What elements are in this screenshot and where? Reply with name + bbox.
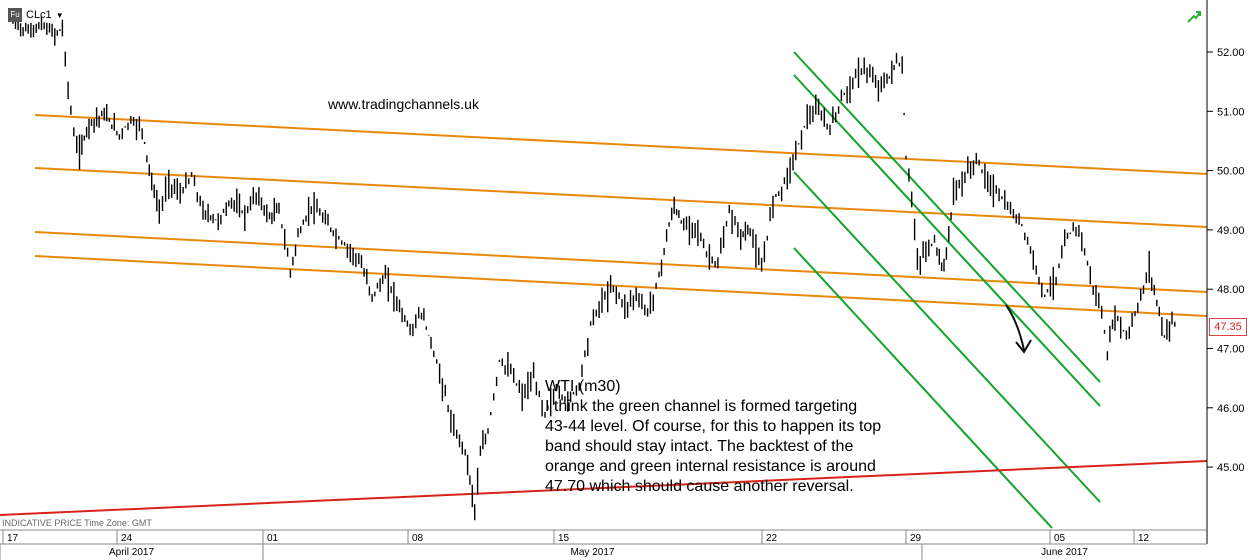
x-tick-label: 15 [558,533,570,544]
green-channel-line [793,247,1053,529]
x-tick-label: 12 [1138,533,1150,544]
note-line: 43-44 level. Of course, for this to happ… [545,418,882,435]
month-label: June 2017 [1041,547,1088,558]
note-line: WTI (m30) [545,378,621,395]
y-tick-label: 47.00 [1217,344,1245,356]
x-tick-label: 08 [412,533,424,544]
analysis-note: WTI (m30) I think the green channel is f… [545,377,985,497]
y-tick-label: 51.00 [1217,106,1245,118]
fu-icon: Fu [8,8,22,22]
y-tick-label: 46.00 [1217,403,1245,415]
note-line: band should stay intact. The backtest of… [545,438,854,455]
orange-resistance-line [34,255,1208,317]
arrow-head [1015,339,1032,354]
growth-icon[interactable] [1187,11,1201,23]
green-channel-line [793,51,1101,383]
y-tick-label: 49.00 [1217,225,1245,237]
symbol-label: CLc1 [26,9,52,21]
orange-resistance-line [34,167,1208,228]
x-tick-label: 29 [910,533,922,544]
red-support-line [0,460,1208,516]
indicative-price-note: INDICATIVE PRICE Time Zone: GMT [2,518,152,528]
x-tick-label: 22 [766,533,778,544]
projection-arrow [1005,304,1032,354]
y-tick-label: 52.00 [1217,47,1245,59]
green-channel-line [793,171,1101,503]
x-tick-label: 01 [267,533,279,544]
trendlines [0,51,1208,529]
y-tick-label: 48.00 [1217,284,1245,296]
x-axis: 17 24 01 08 15 22 29 05 12 April 2017 May 2017 June… [0,530,1150,560]
last-price-badge: 47.35 [1209,318,1247,336]
orange-resistance-line [34,114,1208,175]
month-label: May 2017 [571,547,615,558]
month-label: April 2017 [109,547,154,558]
y-tick-label: 50.00 [1217,166,1245,178]
note-line: 47.70 which should cause another reversa… [545,478,854,495]
green-channel-line [793,74,1101,407]
watermark: www.tradingchannels.uk [328,96,479,112]
orange-resistance-line [34,231,1208,293]
x-tick-label: 05 [1054,533,1066,544]
note-line: I think the green channel is formed targ… [545,398,858,415]
y-tick-label: 45.00 [1217,462,1245,474]
y-axis: 45.00 46.00 47.00 48.00 49.00 50.00 51.00 52.00 [1207,47,1245,474]
symbol-header[interactable]: Fu CLc1 ▼ [8,8,64,22]
arrow-shaft [1005,304,1025,351]
note-line: orange and green internal resistance is … [545,458,876,475]
x-tick-label: 17 [7,533,19,544]
chevron-down-icon[interactable]: ▼ [55,10,64,20]
x-tick-label: 24 [121,533,133,544]
